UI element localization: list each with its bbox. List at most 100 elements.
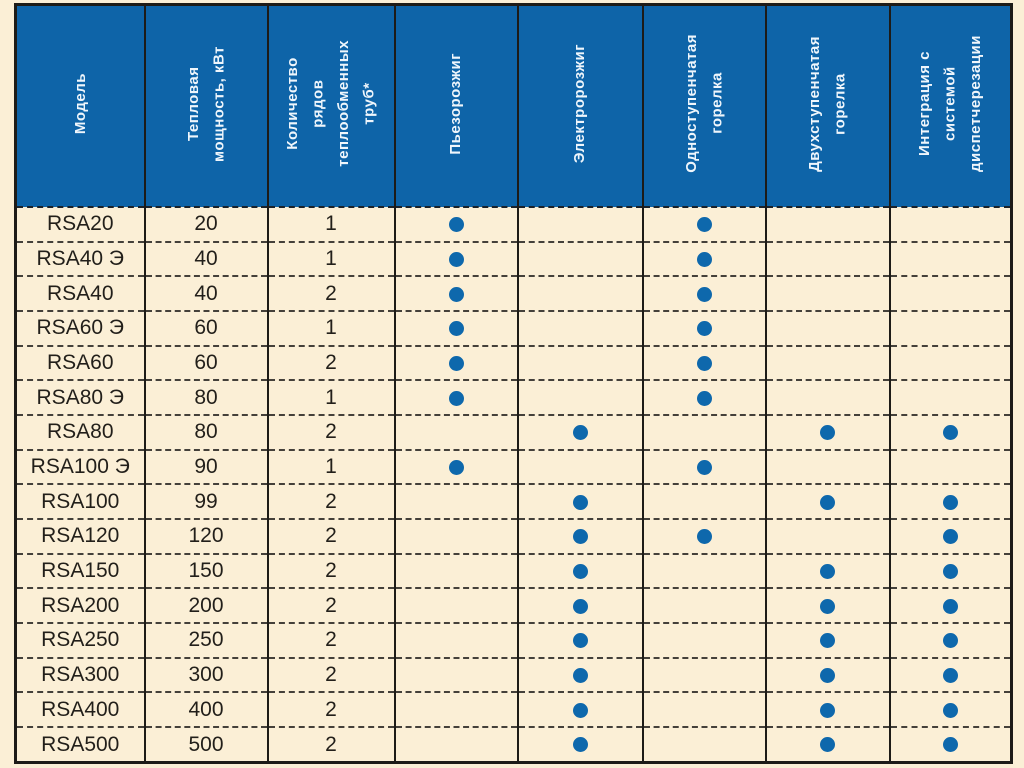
integration-dot (942, 494, 958, 510)
piezo-cell (393, 483, 519, 520)
single-stage-cell (641, 552, 767, 589)
column-header-piezo: Пьезорозжиг (393, 4, 519, 208)
model-cell: RSA120 (14, 518, 146, 554)
two-stage-dot (820, 633, 835, 649)
tube-rows-cell: 2 (266, 483, 396, 520)
model-cell: RSA250 (14, 622, 146, 658)
electro-dot (572, 668, 588, 684)
two-stage-cell (764, 552, 891, 589)
power-cell: 20 (143, 207, 269, 242)
column-header-power: Тепловая мощность, кВт (143, 4, 269, 208)
integration-dot (942, 668, 958, 684)
column-header-electro: Электророзжиг (516, 4, 644, 208)
table-row: RSA120 120 2 (14, 518, 1013, 554)
two-stage-dot (820, 702, 835, 718)
integration-dot (942, 702, 958, 718)
table-row: RSA400 400 2 (14, 691, 1013, 728)
piezo-dot (448, 390, 464, 406)
tube-rows-cell: 2 (266, 518, 396, 554)
power-cell: 300 (143, 656, 269, 693)
two-stage-dot (820, 564, 835, 579)
electro-dot (572, 737, 588, 753)
tube-rows-cell: 1 (266, 240, 396, 277)
table-row: RSA40 Э 40 1 (14, 240, 1013, 277)
piezo-dot (448, 251, 464, 267)
single-stage-cell (641, 691, 767, 728)
single-stage-cell (641, 379, 767, 416)
model-cell: RSA150 (14, 552, 146, 589)
column-header-two-stage: Двухступенчатая горелка (764, 4, 891, 208)
electro-cell (516, 414, 644, 450)
table-row: RSA200 200 2 (14, 587, 1013, 624)
integration-cell (888, 344, 1013, 381)
tube-rows-cell: 2 (266, 414, 396, 450)
electro-cell (516, 207, 644, 242)
two-stage-cell (764, 207, 891, 242)
single-stage-dot (696, 355, 712, 371)
tube-rows-cell: 1 (266, 448, 396, 485)
tube-rows-cell: 2 (266, 656, 396, 693)
power-cell: 500 (143, 726, 269, 763)
single-stage-cell (641, 726, 767, 763)
electro-dot (572, 529, 588, 545)
two-stage-cell (764, 656, 891, 693)
power-cell: 200 (143, 587, 269, 624)
integration-cell (888, 622, 1013, 658)
table-row: RSA60 Э 60 1 (14, 310, 1013, 346)
single-stage-dot (696, 251, 712, 267)
single-stage-cell (641, 518, 767, 554)
model-cell: RSA400 (14, 691, 146, 728)
model-cell: RSA100 Э (14, 448, 146, 485)
two-stage-dot (820, 668, 835, 684)
power-cell: 80 (143, 414, 269, 450)
integration-cell (888, 379, 1013, 416)
table-row: RSA150 150 2 (14, 552, 1013, 589)
piezo-dot (448, 217, 464, 233)
column-header-integration: Интеграция с системой диспетчерезации (888, 4, 1013, 208)
column-header-electro-label: Электророзжиг (571, 43, 589, 164)
two-stage-dot (820, 494, 835, 510)
model-cell: RSA40 Э (14, 240, 146, 277)
integration-dot (942, 564, 958, 579)
two-stage-dot (820, 598, 835, 614)
piezo-cell (393, 344, 519, 381)
tube-rows-cell: 2 (266, 344, 396, 381)
electro-cell (516, 240, 644, 277)
two-stage-dot (820, 737, 835, 753)
power-cell: 90 (143, 448, 269, 485)
two-stage-cell (764, 275, 891, 312)
model-cell: RSA100 (14, 483, 146, 520)
piezo-cell (393, 275, 519, 312)
electro-cell (516, 448, 644, 485)
power-cell: 150 (143, 552, 269, 589)
integration-cell (888, 275, 1013, 312)
piezo-dot (448, 459, 464, 475)
header-row: Модель Тепловая мощность, кВт Количество… (14, 4, 1013, 208)
electro-cell (516, 622, 644, 658)
single-stage-cell (641, 207, 767, 242)
electro-cell (516, 275, 644, 312)
power-cell: 120 (143, 518, 269, 554)
integration-cell (888, 726, 1013, 763)
piezo-cell (393, 240, 519, 277)
piezo-cell (393, 414, 519, 450)
electro-cell (516, 726, 644, 763)
power-cell: 250 (143, 622, 269, 658)
two-stage-cell (764, 448, 891, 485)
two-stage-cell (764, 518, 891, 554)
two-stage-cell (764, 344, 891, 381)
electro-cell (516, 310, 644, 346)
electro-cell (516, 552, 644, 589)
power-cell: 99 (143, 483, 269, 520)
tube-rows-cell: 1 (266, 310, 396, 346)
electro-cell (516, 691, 644, 728)
two-stage-cell (764, 587, 891, 624)
tube-rows-cell: 1 (266, 207, 396, 242)
power-cell: 60 (143, 344, 269, 381)
table-row: RSA80 Э 80 1 (14, 379, 1013, 416)
integration-dot (942, 737, 958, 753)
piezo-dot (448, 355, 464, 371)
model-cell: RSA60 (14, 344, 146, 381)
single-stage-dot (696, 529, 712, 545)
power-cell: 40 (143, 275, 269, 312)
